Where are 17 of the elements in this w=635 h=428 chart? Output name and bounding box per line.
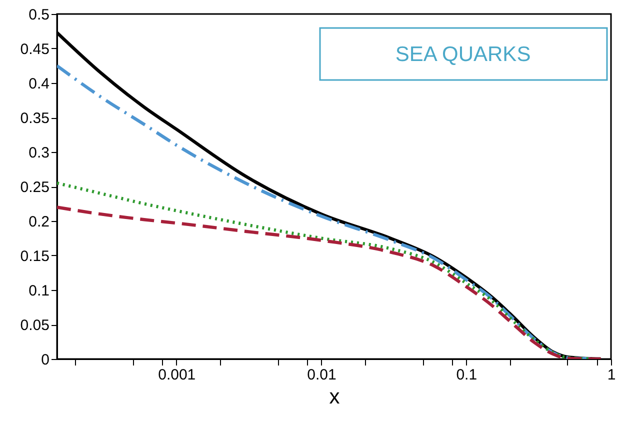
x-tick-label: 1 (607, 366, 616, 384)
y-tick-label: 0.3 (28, 144, 50, 162)
y-tick-label: 0.45 (20, 41, 50, 58)
y-tick-label: 0.5 (28, 6, 50, 24)
y-tick-label: 0.15 (20, 248, 50, 265)
y-tick-label: 0.4 (28, 76, 50, 92)
x-tick-label: 0.1 (456, 366, 478, 384)
y-tick-label: 0.25 (20, 179, 50, 196)
x-tick-label: 0.001 (158, 366, 196, 384)
y-tick-label: 0.2 (28, 214, 50, 230)
y-tick-label: 0.1 (28, 282, 50, 300)
y-tick-label: 0.05 (20, 317, 50, 334)
annotation: SEA QUARKS (395, 43, 531, 66)
y-tick-label: 0 (41, 352, 50, 368)
x-axis-title: x (329, 386, 340, 408)
y-tick-label: 0.35 (20, 110, 50, 127)
x-tick-label: 0.01 (307, 366, 336, 384)
